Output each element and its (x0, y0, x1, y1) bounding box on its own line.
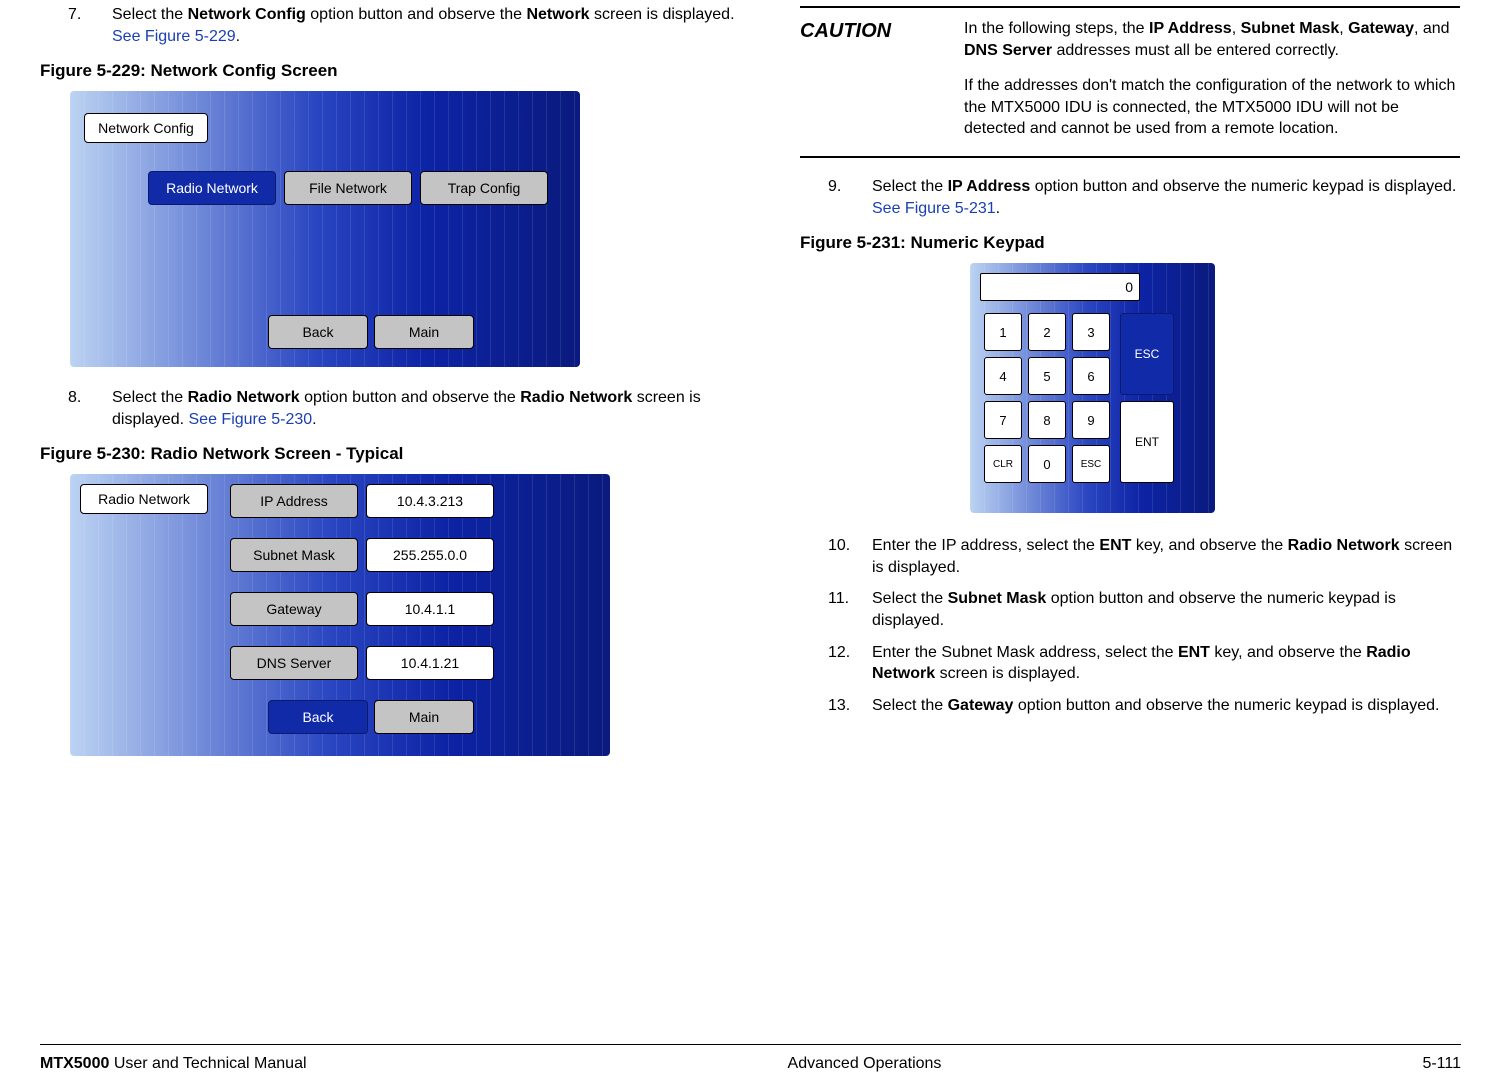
main-button[interactable]: Main (374, 315, 474, 349)
link-fig-231: See Figure 5-231 (872, 200, 996, 217)
keypad-3[interactable]: 3 (1072, 313, 1110, 351)
figure-231-panel: 0 1 2 3 4 5 6 7 8 9 CLR 0 ESC ESC ENT (970, 263, 1215, 513)
figure-229-title: Figure 5-229: Network Config Screen (40, 61, 740, 81)
subnet-mask-value: 255.255.0.0 (366, 538, 494, 572)
step-text: Select the Radio Network option button a… (112, 387, 740, 430)
step-number: 10. (800, 535, 872, 578)
back-button[interactable]: Back (268, 700, 368, 734)
keypad-8[interactable]: 8 (1028, 401, 1066, 439)
radio-network-button[interactable]: Radio Network (148, 171, 276, 205)
gateway-value: 10.4.1.1 (366, 592, 494, 626)
figure-230-title: Figure 5-230: Radio Network Screen - Typ… (40, 444, 740, 464)
keypad-esc[interactable]: ESC (1120, 313, 1174, 395)
step-number: 9. (800, 176, 872, 219)
footer-center: Advanced Operations (788, 1055, 942, 1073)
link-fig-230: See Figure 5-230 (189, 411, 313, 428)
step-text: Select the IP Address option button and … (872, 176, 1460, 219)
page-footer: MTX5000 User and Technical Manual Advanc… (40, 1044, 1461, 1073)
keypad-clr[interactable]: CLR (984, 445, 1022, 483)
keypad-9[interactable]: 9 (1072, 401, 1110, 439)
keypad-6[interactable]: 6 (1072, 357, 1110, 395)
caution-label: CAUTION (800, 18, 940, 140)
step-8: 8. Select the Radio Network option butto… (40, 387, 740, 430)
keypad-esc-small[interactable]: ESC (1072, 445, 1110, 483)
ip-address-value: 10.4.3.213 (366, 484, 494, 518)
dns-server-value: 10.4.1.21 (366, 646, 494, 680)
step-10: 10. Enter the IP address, select the ENT… (800, 535, 1460, 578)
keypad-5[interactable]: 5 (1028, 357, 1066, 395)
figure-230-panel: Radio Network IP Address 10.4.3.213 Subn… (70, 474, 610, 756)
trap-config-button[interactable]: Trap Config (420, 171, 548, 205)
subnet-mask-button[interactable]: Subnet Mask (230, 538, 358, 572)
step-text: Select the Gateway option button and obs… (872, 695, 1460, 717)
footer-left: MTX5000 User and Technical Manual (40, 1055, 307, 1073)
step-text: Select the Network Config option button … (112, 4, 740, 47)
keypad-1[interactable]: 1 (984, 313, 1022, 351)
keypad-2[interactable]: 2 (1028, 313, 1066, 351)
radio-network-tag: Radio Network (80, 484, 208, 514)
step-number: 11. (800, 588, 872, 631)
keypad-4[interactable]: 4 (984, 357, 1022, 395)
back-button[interactable]: Back (268, 315, 368, 349)
caution-body: In the following steps, the IP Address, … (964, 18, 1460, 140)
footer-right: 5-111 (1422, 1055, 1461, 1073)
keypad-7[interactable]: 7 (984, 401, 1022, 439)
step-12: 12. Enter the Subnet Mask address, selec… (800, 642, 1460, 685)
dns-server-button[interactable]: DNS Server (230, 646, 358, 680)
step-11: 11. Select the Subnet Mask option button… (800, 588, 1460, 631)
step-text: Enter the Subnet Mask address, select th… (872, 642, 1460, 685)
figure-231-title: Figure 5-231: Numeric Keypad (800, 233, 1460, 253)
network-config-tag: Network Config (84, 113, 208, 143)
step-7: 7. Select the Network Config option butt… (40, 4, 740, 47)
step-text: Enter the IP address, select the ENT key… (872, 535, 1460, 578)
step-number: 7. (40, 4, 112, 47)
step-number: 8. (40, 387, 112, 430)
main-button[interactable]: Main (374, 700, 474, 734)
figure-229-panel: Network Config Radio Network File Networ… (70, 91, 580, 367)
caution-block: CAUTION In the following steps, the IP A… (800, 6, 1460, 158)
keypad-0[interactable]: 0 (1028, 445, 1066, 483)
step-13: 13. Select the Gateway option button and… (800, 695, 1460, 717)
keypad-ent[interactable]: ENT (1120, 401, 1174, 483)
step-number: 13. (800, 695, 872, 717)
keypad-display: 0 (980, 273, 1140, 301)
ip-address-button[interactable]: IP Address (230, 484, 358, 518)
step-text: Select the Subnet Mask option button and… (872, 588, 1460, 631)
step-number: 12. (800, 642, 872, 685)
step-9: 9. Select the IP Address option button a… (800, 176, 1460, 219)
link-fig-229: See Figure 5-229 (112, 28, 236, 45)
file-network-button[interactable]: File Network (284, 171, 412, 205)
gateway-button[interactable]: Gateway (230, 592, 358, 626)
